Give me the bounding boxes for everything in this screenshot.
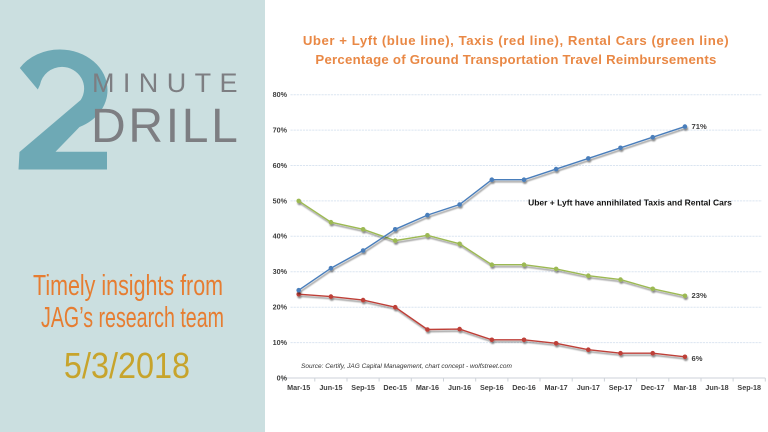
- svg-text:30%: 30%: [273, 267, 288, 276]
- svg-text:Sep-15: Sep-15: [351, 383, 375, 392]
- svg-text:6%: 6%: [692, 354, 703, 363]
- svg-text:Sep-17: Sep-17: [609, 383, 633, 392]
- svg-text:70%: 70%: [273, 126, 288, 135]
- svg-text:80%: 80%: [273, 90, 288, 99]
- svg-text:Sep-16: Sep-16: [480, 383, 504, 392]
- svg-text:40%: 40%: [273, 232, 288, 241]
- svg-text:Jun-15: Jun-15: [319, 383, 342, 392]
- svg-text:71%: 71%: [692, 122, 707, 131]
- svg-text:23%: 23%: [692, 291, 707, 300]
- svg-text:Source: Certify, JAG Capital M: Source: Certify, JAG Capital Management,…: [301, 363, 512, 370]
- svg-text:Mar-17: Mar-17: [545, 383, 568, 392]
- svg-text:50%: 50%: [273, 196, 288, 205]
- svg-text:Dec-16: Dec-16: [512, 383, 536, 392]
- svg-text:Jun-17: Jun-17: [577, 383, 600, 392]
- svg-text:Jun-16: Jun-16: [448, 383, 471, 392]
- svg-text:60%: 60%: [273, 161, 288, 170]
- svg-text:Sep-18: Sep-18: [737, 383, 761, 392]
- svg-text:10%: 10%: [273, 338, 288, 347]
- svg-text:0%: 0%: [277, 373, 288, 382]
- svg-text:Mar-18: Mar-18: [673, 383, 696, 392]
- svg-text:Dec-15: Dec-15: [383, 383, 407, 392]
- svg-text:Mar-15: Mar-15: [287, 383, 310, 392]
- svg-text:Mar-16: Mar-16: [416, 383, 439, 392]
- svg-text:20%: 20%: [273, 303, 288, 312]
- svg-text:Dec-17: Dec-17: [641, 383, 665, 392]
- svg-text:Jun-18: Jun-18: [705, 383, 728, 392]
- svg-text:Uber + Lyft have annihilated T: Uber + Lyft have annihilated Taxis and R…: [528, 198, 732, 208]
